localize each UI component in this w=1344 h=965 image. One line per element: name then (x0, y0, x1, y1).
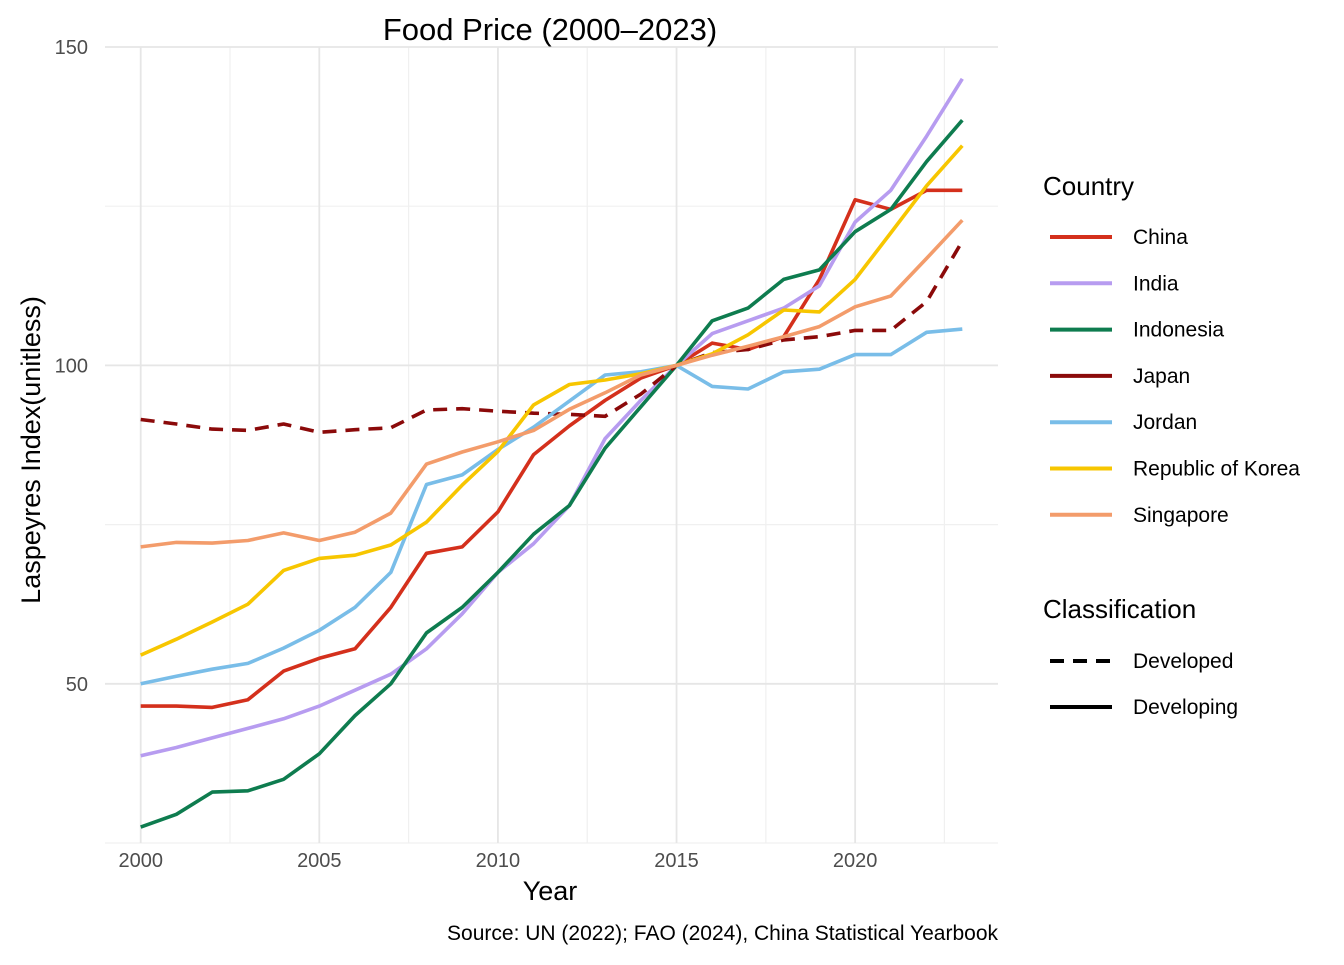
series-line-jordan (140, 327, 963, 686)
legend-country-items: China India Indonesia Japan Jordan Republic o… (1050, 226, 1300, 527)
x-tick-label: 2015 (654, 850, 699, 872)
axis-tick-labels: 2000 2005 2010 2015 2020 50 100 150 (55, 37, 878, 872)
series-line-japan (140, 240, 964, 435)
legend-label: Jordan (1133, 411, 1197, 434)
series-line-india (140, 77, 964, 758)
y-axis-label: Laspeyres Index(unitless) (16, 296, 46, 604)
legend-label: Japan (1133, 365, 1190, 388)
series-line-singapore (140, 218, 964, 549)
grid-major (105, 46, 998, 843)
chart-title: Food Price (2000–2023) (383, 12, 717, 47)
legend-label: Developed (1133, 650, 1233, 673)
legend-label: China (1133, 226, 1188, 249)
y-tick-label: 150 (55, 37, 88, 59)
grid-minor (105, 47, 998, 844)
legend-title-classification: Classification (1043, 594, 1196, 624)
x-tick-label: 2000 (118, 850, 163, 872)
legend-label: Singapore (1133, 504, 1229, 527)
legend-label: Republic of Korea (1133, 458, 1300, 481)
legend-classification-items: Developed Developing (1050, 650, 1238, 719)
x-tick-label: 2020 (833, 850, 878, 872)
x-tick-label: 2010 (476, 850, 521, 872)
series-line-china (140, 188, 963, 710)
x-axis-label: Year (523, 876, 578, 906)
legend-label: India (1133, 272, 1179, 295)
legend-label: Indonesia (1133, 319, 1224, 342)
y-tick-label: 50 (66, 674, 88, 696)
x-tick-label: 2005 (297, 850, 342, 872)
legend: Country China India Indonesia Japan Jordan Re… (1043, 171, 1300, 719)
legend-title-country: Country (1043, 171, 1134, 201)
series-line-republic-of-korea (139, 144, 964, 657)
series-lines (139, 77, 964, 829)
series-line-indonesia (140, 119, 964, 829)
source-caption: Source: UN (2022); FAO (2024), China Sta… (447, 922, 998, 945)
legend-label: Developing (1133, 696, 1238, 719)
y-tick-label: 100 (55, 355, 88, 377)
